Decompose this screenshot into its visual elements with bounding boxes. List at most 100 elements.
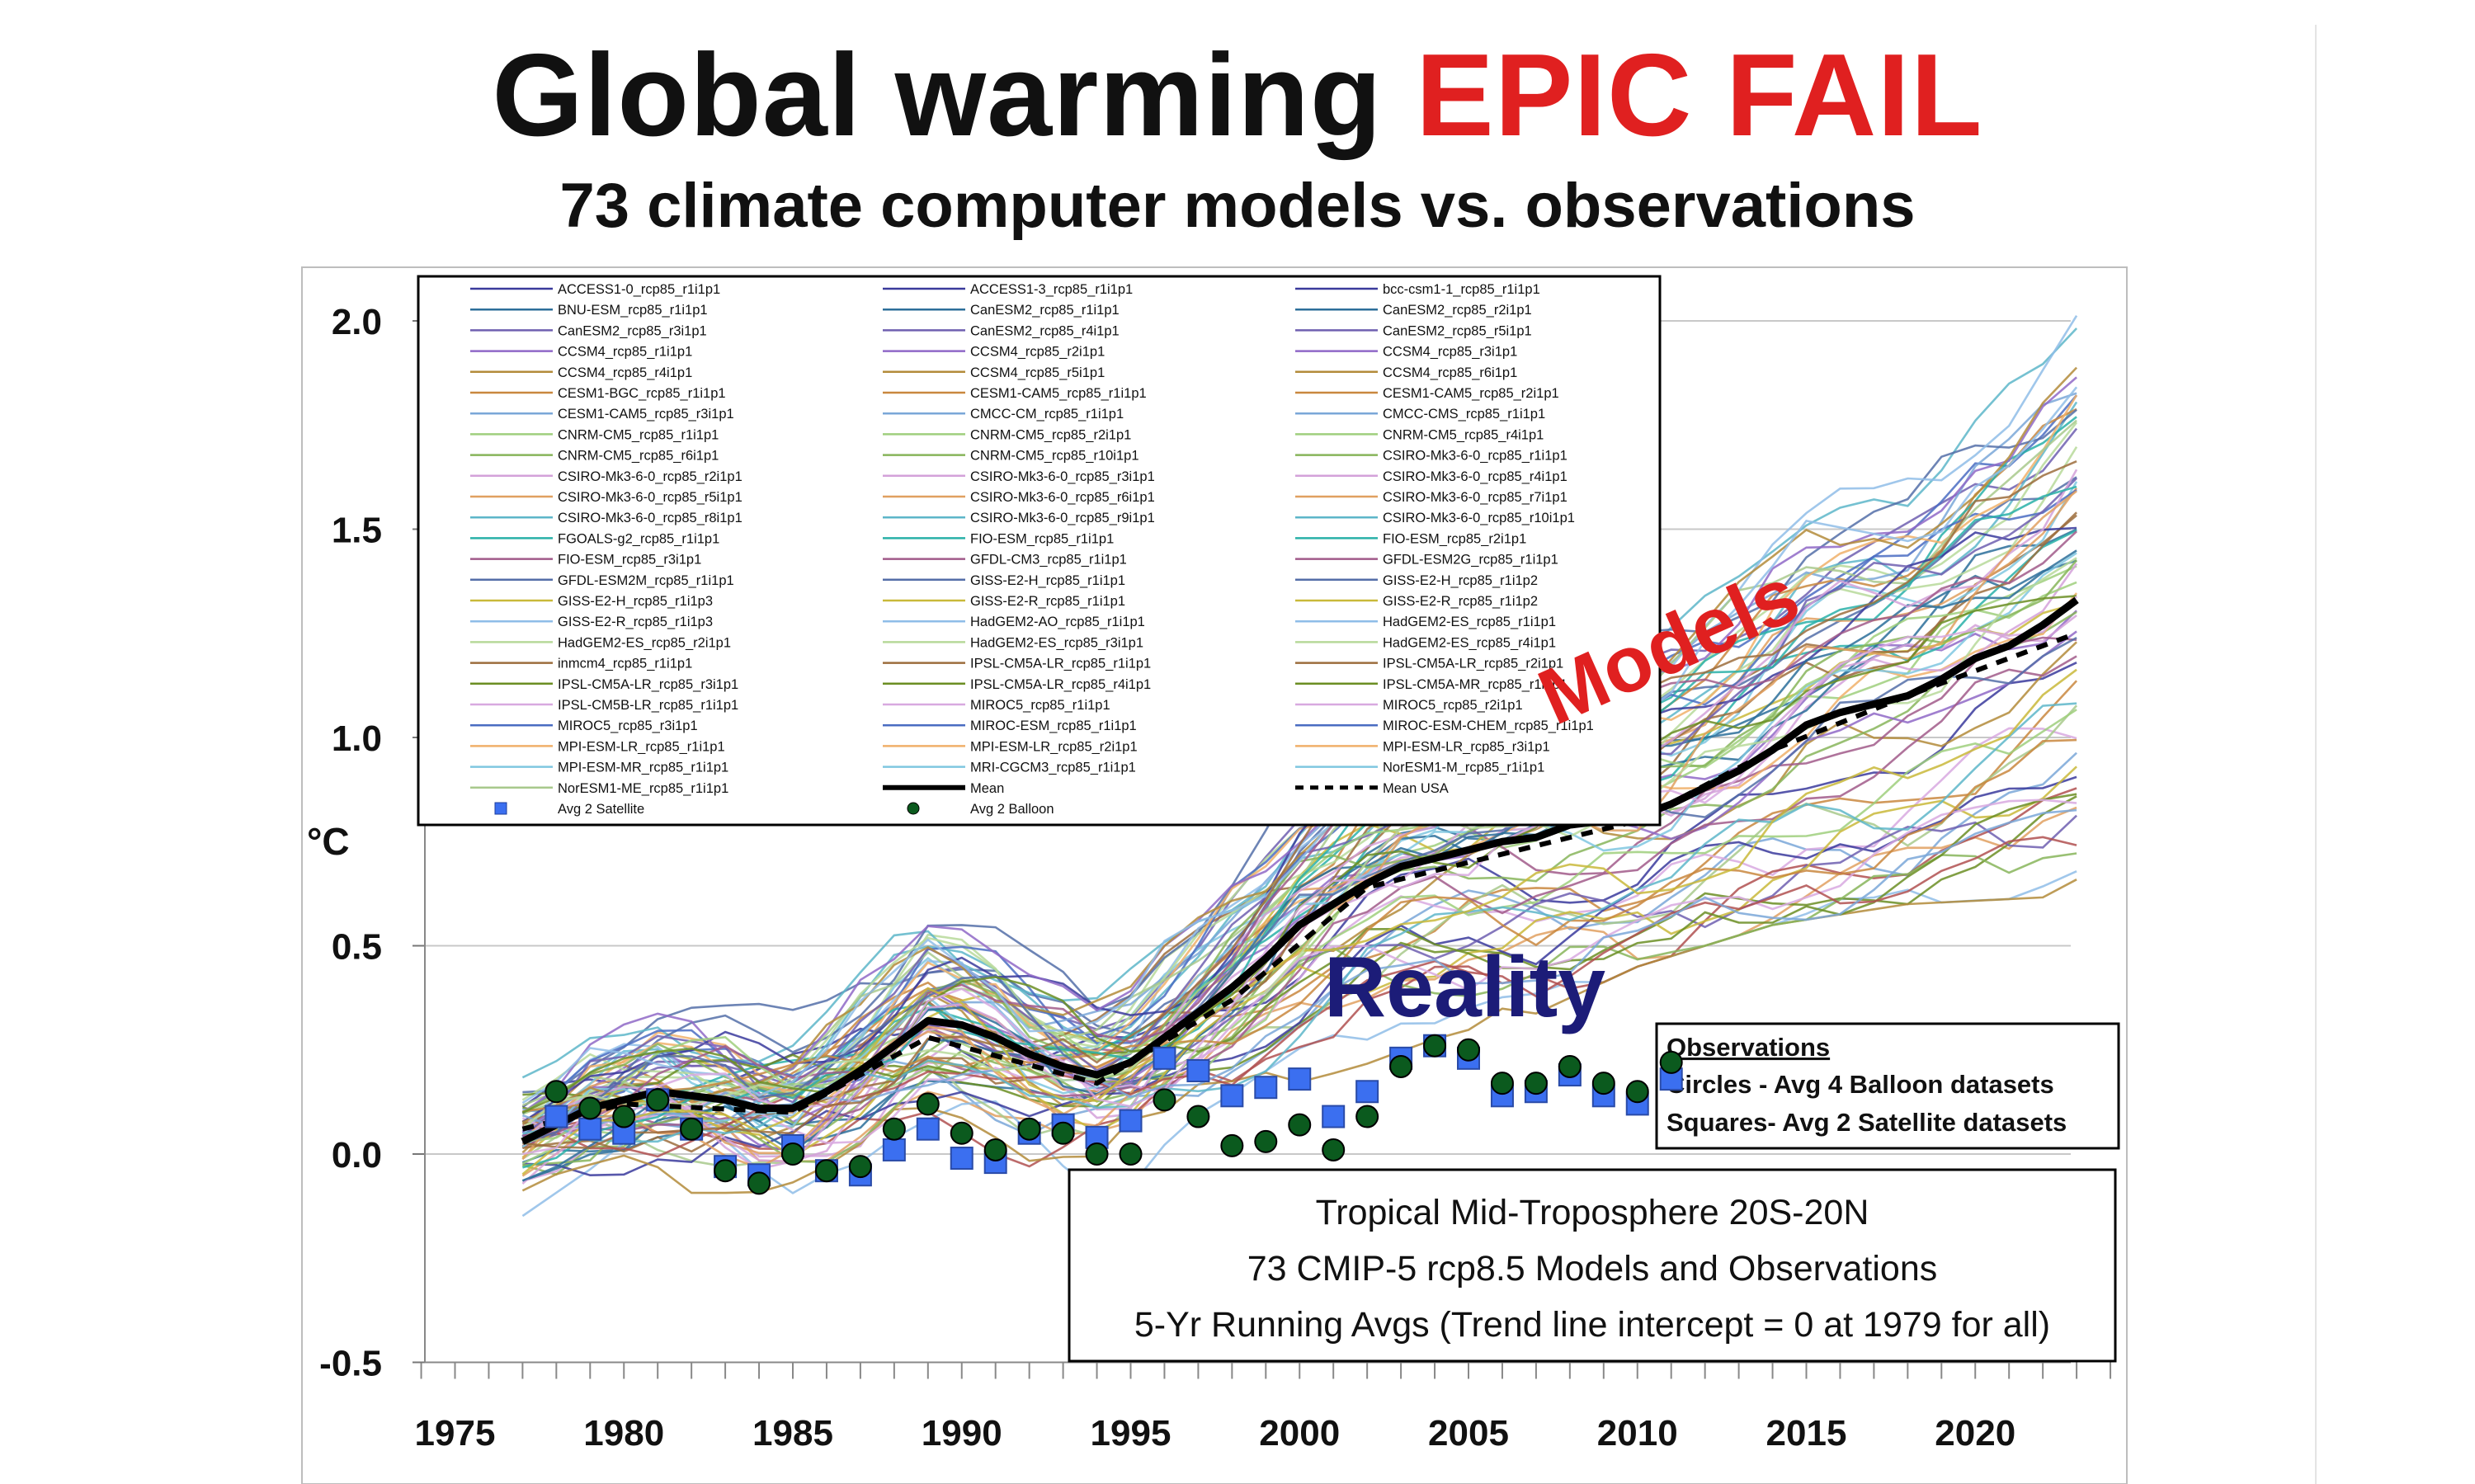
legend-entry: IPSL-CM5A-LR_rcp85_r2i1p1 — [1383, 657, 1563, 671]
legend-entry: CNRM-CM5_rcp85_r1i1p1 — [558, 427, 719, 442]
balloon-point — [578, 1096, 602, 1120]
legend-entry: MPI-ESM-MR_rcp85_r1i1p1 — [558, 761, 728, 775]
balloon-point — [1051, 1121, 1075, 1145]
balloon-point — [1524, 1072, 1548, 1095]
model-line — [521, 668, 2077, 1175]
legend-entry: CSIRO-Mk3-6-0_rcp85_r5i1p1 — [558, 490, 742, 505]
legend-entry: CMCC-CMS_rcp85_r1i1p1 — [1383, 407, 1545, 422]
satellite-point — [882, 1138, 906, 1161]
legend-entry: CanESM2_rcp85_r5i1p1 — [1383, 323, 1532, 338]
legend-entry: CanESM2_rcp85_r4i1p1 — [970, 323, 1120, 338]
legend-entry: Mean USA — [1383, 781, 1449, 796]
observations-title: Observations — [1666, 1033, 1830, 1062]
legend-entry: CanESM2_rcp85_r3i1p1 — [558, 323, 707, 338]
balloon-point — [1490, 1072, 1514, 1095]
legend-entry: CCSM4_rcp85_r6i1p1 — [1383, 365, 1517, 380]
balloon-point — [1220, 1133, 1244, 1157]
legend-entry: HadGEM2-ES_rcp85_r3i1p1 — [970, 635, 1143, 650]
y-tick-label: -0.5 — [319, 1344, 382, 1384]
balloon-point — [1355, 1105, 1379, 1128]
model-spaghetti — [521, 315, 2079, 1218]
legend-entry: IPSL-CM5A-LR_rcp85_r1i1p1 — [970, 657, 1151, 671]
legend-entry: GISS-E2-H_rcp85_r1i1p2 — [1383, 573, 1538, 588]
legend-entry: MPI-ESM-LR_rcp85_r2i1p1 — [970, 739, 1138, 754]
title-part-black: Global warming — [492, 30, 1417, 161]
legend-swatch-balloon — [907, 802, 920, 815]
balloon-point — [1119, 1142, 1143, 1166]
model-line — [521, 394, 2078, 1144]
satellite-point — [1322, 1105, 1346, 1128]
legend-entry: CanESM2_rcp85_r1i1p1 — [970, 303, 1120, 318]
reality-label: Reality — [1324, 940, 1605, 1035]
description-line: Tropical Mid-Troposphere 20S-20N — [1316, 1193, 1869, 1232]
observations-line: Squares- Avg 2 Satellite datasets — [1666, 1108, 2067, 1137]
satellite-point — [544, 1105, 568, 1128]
legend-entry: NorESM1-ME_rcp85_r1i1p1 — [558, 781, 728, 796]
chart-title: Global warming EPIC FAIL — [0, 30, 2475, 162]
legend-entry: CSIRO-Mk3-6-0_rcp85_r4i1p1 — [1383, 469, 1568, 484]
legend-entry: Avg 2 Balloon — [970, 802, 1054, 817]
balloon-point — [1153, 1088, 1176, 1112]
balloon-point — [1423, 1034, 1447, 1058]
x-tick-label: 2020 — [1935, 1413, 2015, 1453]
x-tick-label: 2005 — [1428, 1413, 1509, 1453]
legend-entry: GFDL-ESM2G_rcp85_r1i1p1 — [1383, 553, 1558, 568]
legend-entry: CSIRO-Mk3-6-0_rcp85_r8i1p1 — [558, 511, 742, 525]
balloon-point — [1288, 1113, 1312, 1137]
observations-line: Circles - Avg 4 Balloon datasets — [1666, 1070, 2054, 1099]
model-line — [521, 366, 2078, 1124]
legend-entry: GFDL-ESM2M_rcp85_r1i1p1 — [558, 573, 734, 588]
balloon-point — [1017, 1117, 1041, 1141]
legend-entry: CCSM4_rcp85_r1i1p1 — [558, 345, 692, 360]
legend-entry: MIROC-ESM-CHEM_rcp85_r1i1p1 — [1383, 718, 1594, 733]
model-line — [522, 530, 2077, 1137]
legend-entry: CSIRO-Mk3-6-0_rcp85_r9i1p1 — [970, 511, 1155, 525]
legend-entry: CSIRO-Mk3-6-0_rcp85_r2i1p1 — [558, 469, 742, 484]
legend-entry: HadGEM2-AO_rcp85_r1i1p1 — [970, 615, 1145, 629]
model-line — [521, 315, 2078, 1137]
legend-entry: CNRM-CM5_rcp85_r4i1p1 — [1383, 427, 1544, 442]
description-line: 5-Yr Running Avgs (Trend line intercept … — [1134, 1305, 2050, 1345]
legend-entry: BNU-ESM_rcp85_r1i1p1 — [558, 303, 708, 318]
legend-frame — [417, 275, 1662, 827]
balloon-point — [781, 1142, 804, 1166]
legend-swatch-satellite — [494, 802, 507, 815]
y-tick-label: 1.5 — [332, 511, 382, 551]
x-tick-label: 2000 — [1259, 1413, 1340, 1453]
balloon-point — [646, 1088, 670, 1112]
legend-entry: MPI-ESM-LR_rcp85_r1i1p1 — [558, 739, 725, 754]
model-line — [521, 477, 2078, 1138]
balloon-point — [1186, 1105, 1210, 1128]
balloon-point — [747, 1171, 771, 1195]
legend-entry: MIROC-ESM_rcp85_r1i1p1 — [970, 718, 1137, 733]
legend-entry: Avg 2 Satellite — [558, 802, 644, 817]
legend-entry: CCSM4_rcp85_r4i1p1 — [558, 365, 692, 380]
x-tick-label: 1980 — [583, 1413, 664, 1453]
legend-entry: CNRM-CM5_rcp85_r10i1p1 — [970, 449, 1139, 464]
legend-entry: Mean — [970, 781, 1004, 796]
balloon-point — [544, 1080, 568, 1104]
x-tick-label: 1985 — [752, 1413, 833, 1453]
legend-entry: FIO-ESM_rcp85_r3i1p1 — [558, 553, 701, 568]
mean-line — [521, 596, 2079, 1145]
legend-entry: GISS-E2-R_rcp85_r1i1p1 — [970, 594, 1125, 609]
legend-entry: IPSL-CM5A-LR_rcp85_r3i1p1 — [558, 677, 738, 692]
x-tick-label: 1975 — [415, 1413, 496, 1453]
legend-entry: GFDL-CM3_rcp85_r1i1p1 — [970, 553, 1127, 568]
balloon-point — [1558, 1054, 1582, 1078]
mean-usa-line — [521, 630, 2078, 1132]
legend-entry: bcc-csm1-1_rcp85_r1i1p1 — [1383, 282, 1540, 297]
legend-entry: CSIRO-Mk3-6-0_rcp85_r3i1p1 — [970, 469, 1155, 484]
balloon-point — [1085, 1142, 1109, 1166]
x-tick-label: 2010 — [1597, 1413, 1678, 1453]
balloon-point — [1659, 1050, 1683, 1074]
satellite-point — [1186, 1059, 1210, 1082]
satellite-point — [1288, 1067, 1312, 1091]
legend-entry: CESM1-CAM5_rcp85_r1i1p1 — [970, 386, 1147, 401]
legend-entry: ACCESS1-3_rcp85_r1i1p1 — [970, 282, 1133, 297]
legend-entry: CSIRO-Mk3-6-0_rcp85_r6i1p1 — [970, 490, 1155, 505]
model-line — [522, 460, 2077, 1149]
legend-entry: CCSM4_rcp85_r5i1p1 — [970, 365, 1105, 380]
x-tick-label: 1990 — [922, 1413, 1002, 1453]
legend-entry: CMCC-CM_rcp85_r1i1p1 — [970, 407, 1124, 422]
